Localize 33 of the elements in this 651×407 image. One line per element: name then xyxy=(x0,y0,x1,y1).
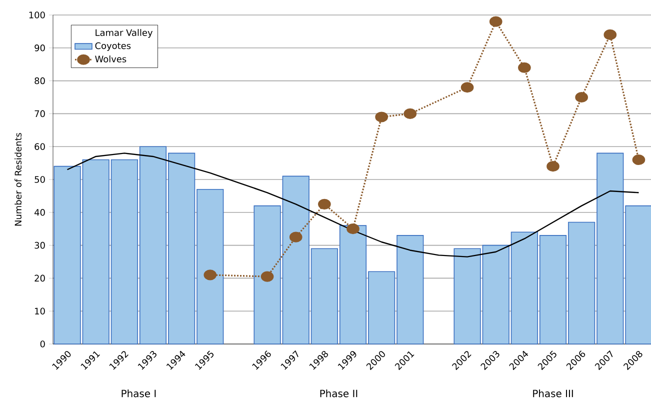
text: Phase III xyxy=(533,390,573,398)
point xyxy=(546,161,560,172)
y-tick-label: 70 xyxy=(34,110,45,118)
legend-label: Coyotes xyxy=(95,42,131,51)
legend-title: Lamar Valley xyxy=(96,29,153,38)
y-axis-title: Number of Residents xyxy=(14,132,22,226)
legend-label: Wolves xyxy=(95,55,126,62)
point xyxy=(204,270,217,280)
y-tick-label: 80 xyxy=(34,77,45,84)
point xyxy=(489,16,502,27)
y-tick-label: 10 xyxy=(35,308,45,314)
point xyxy=(460,82,474,93)
point xyxy=(632,154,646,166)
y-tick-label: 20 xyxy=(34,274,45,282)
point xyxy=(518,62,531,73)
point xyxy=(289,232,302,242)
y-tick-label: 60 xyxy=(34,143,45,150)
point xyxy=(260,271,274,282)
y-tick-label: 30 xyxy=(34,242,45,249)
point xyxy=(318,198,331,210)
point xyxy=(575,92,588,103)
point xyxy=(604,29,617,40)
y-tick-label: 40 xyxy=(34,209,45,216)
y-tick-label: 50 xyxy=(34,176,45,183)
text: Phase II xyxy=(320,390,358,398)
line-series xyxy=(66,152,640,258)
y-tick-label: 0 xyxy=(40,340,45,348)
point xyxy=(375,112,388,122)
point xyxy=(346,224,360,234)
text: Phase I xyxy=(122,390,156,398)
point xyxy=(404,108,417,119)
y-tick-label: 90 xyxy=(34,44,45,52)
y-tick-label: 100 xyxy=(29,12,45,18)
